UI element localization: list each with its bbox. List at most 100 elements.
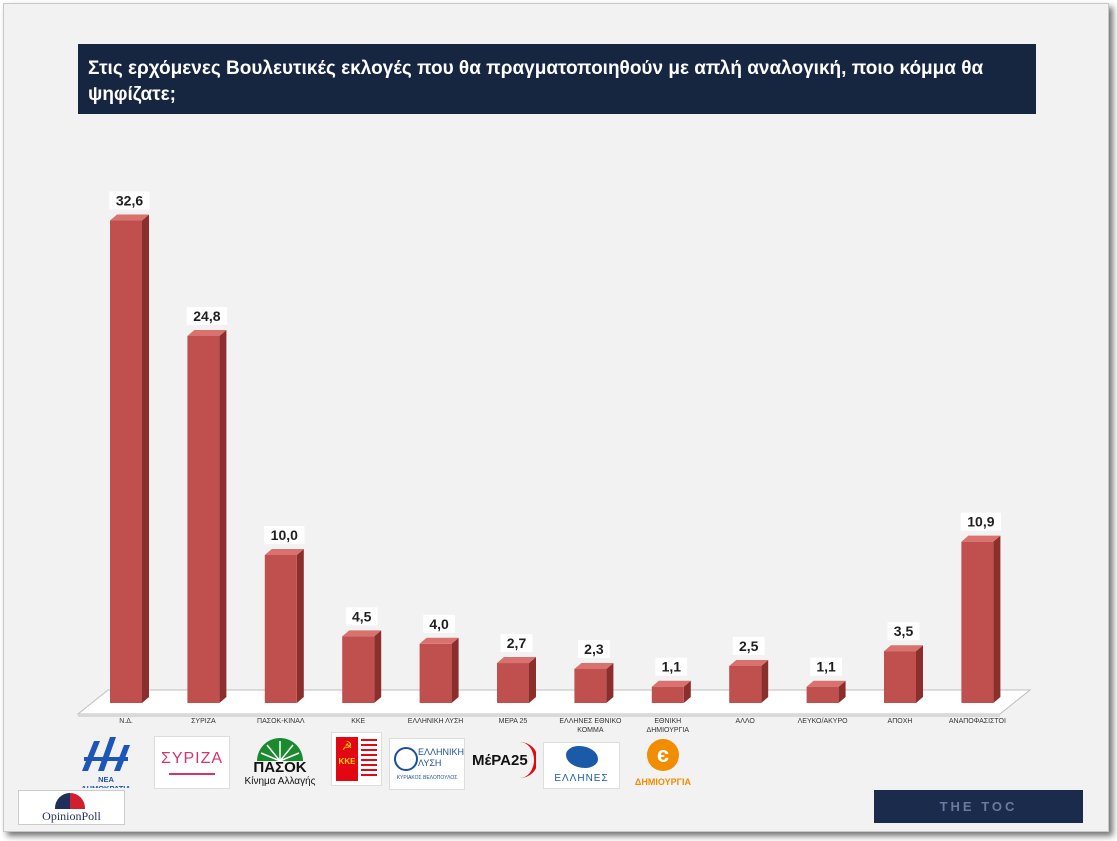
bar-front <box>110 220 142 703</box>
value-label-text: 2,5 <box>739 638 759 654</box>
category-label-line: ΛΕΥΚΟ/ΑΚΥΡΟ <box>798 718 849 725</box>
value-label-text: 1,1 <box>816 659 836 675</box>
bar <box>342 630 382 703</box>
bar-front <box>342 636 375 703</box>
value-label: 3,5 <box>887 622 920 641</box>
category-label-line: ΕΘΝΙΚΗ <box>654 718 681 725</box>
kke-logo-icon: ☭ ΚΚΕ <box>331 732 382 786</box>
ellines-logo-mark <box>566 746 598 768</box>
category-label: Ν.Δ. <box>119 718 133 725</box>
elliniki-lysi-logo-subtext: ΚΥΡΙΑΚΟΣ ΒΕΛΟΠΟΥΛΟΣ <box>396 775 458 781</box>
bar-top <box>419 637 459 644</box>
ethniki-dimiourgia-logo-icon: є ΔΗΜΙΟΥΡΓΙΑ <box>627 737 699 792</box>
ethniki-dimiourgia-logo-text: ΔΗΜΙΟΥΡΓΙΑ <box>634 777 692 787</box>
value-label-text: 10,0 <box>271 527 298 543</box>
bar-top <box>110 214 149 221</box>
elliniki-lysi-logo-text: ΕΛΛΗΝΙΚΗ ΛΥΣΗ <box>418 747 465 768</box>
value-label-box <box>109 191 150 210</box>
value-label-text: 4,0 <box>429 616 449 632</box>
category-label-line: ΑΝΑΠΟΦΑΣΙΣΤΟΙ <box>949 718 1006 725</box>
category-label: ΑΠΟΧΗ <box>888 718 913 725</box>
bar-top <box>884 645 923 652</box>
value-label-box <box>810 657 842 676</box>
bar-top <box>806 680 846 687</box>
bar-side <box>142 214 149 703</box>
ellines-logo-icon: ΕΛΛΗΝΕΣ <box>543 742 620 789</box>
bar-side <box>683 680 691 703</box>
value-label-text: 32,6 <box>116 193 143 209</box>
bar-side <box>606 662 614 703</box>
bar <box>961 535 1001 703</box>
bar-front <box>419 643 452 703</box>
bar <box>574 662 614 703</box>
category-label: ΑΝΑΠΟΦΑΣΙΣΤΟΙ <box>949 718 1006 725</box>
value-label: 1,1 <box>655 657 688 676</box>
the-toc-logo-text: THE TOC <box>939 799 1018 814</box>
elliniki-lysi-logo-icon: ΕΛΛΗΝΙΚΗ ΛΥΣΗ ΚΥΡΙΑΚΟΣ ΒΕΛΟΠΟΥΛΟΣ <box>389 738 465 790</box>
value-label-box <box>655 657 688 676</box>
value-label-box <box>578 639 610 658</box>
pasok-logo-subtext: Κίνημα Αλλαγής <box>244 776 316 787</box>
bar-front <box>961 541 994 703</box>
bar <box>884 645 923 703</box>
bars-group <box>110 214 1001 703</box>
bar <box>419 637 459 703</box>
opinion-poll-logo-icon: OpinionPoll <box>18 790 125 825</box>
category-label: ΜΕΡΑ 25 <box>499 718 528 725</box>
category-label-line: ΣΥΡΙΖΑ <box>191 718 216 725</box>
value-label-box <box>186 306 228 325</box>
value-label: 4,5 <box>345 607 378 626</box>
category-label: ΣΥΡΙΖΑ <box>191 718 216 725</box>
value-label-text: 2,7 <box>507 635 527 651</box>
bar-side <box>374 630 382 703</box>
mera25-logo-swoosh <box>518 742 536 778</box>
floor-edge <box>78 714 1000 717</box>
category-label-line: ΚΚΕ <box>351 718 365 725</box>
bar <box>110 214 149 703</box>
pasok-logo-icon: ΠΑΣΟΚ Κίνημα Αλλαγής <box>237 735 323 789</box>
category-label-line: Ν.Δ. <box>119 718 133 725</box>
bar-side <box>838 680 846 703</box>
bar-top <box>187 329 227 336</box>
nd-logo-icon: ΝΕΑ ΔΗΜΟΚΡΑΤΙΑ <box>74 733 138 788</box>
value-label-box <box>264 526 305 544</box>
pasok-sun-mark <box>257 738 303 762</box>
bar <box>187 329 227 703</box>
bar-top <box>574 662 614 669</box>
bar-top <box>264 549 304 555</box>
syriza-logo-text: ΣΥΡΙΖΑ <box>160 750 224 767</box>
mera25-logo-text: ΜέΡΑ25 <box>472 752 528 769</box>
value-label: 2,3 <box>578 639 610 658</box>
bar-top <box>651 680 691 687</box>
bar-front <box>884 651 916 703</box>
bar-front <box>651 686 684 703</box>
kke-logo-side <box>361 739 377 779</box>
value-label: 2,7 <box>500 634 533 653</box>
bar <box>729 660 769 703</box>
bar-front <box>806 686 839 703</box>
bar <box>264 549 304 703</box>
kke-logo-text: ΚΚΕ <box>338 757 356 766</box>
category-label: ΠΑΣΟΚ-ΚΙΝΑΛ <box>257 718 305 725</box>
kke-logo-banner <box>336 737 358 781</box>
bar-top <box>961 535 1001 542</box>
value-label-box <box>732 637 765 655</box>
category-label: ΕΘΝΙΚΗ ΔΗΜΙΟΥΡΓΙΑ <box>647 718 690 734</box>
value-label-box <box>887 622 920 641</box>
bar-side <box>451 637 459 703</box>
ethniki-dimiourgia-emblem: є <box>647 739 679 771</box>
bar-front <box>264 555 297 703</box>
bar-side <box>219 329 227 703</box>
title-banner: Στις ερχόμενες Βουλευτικές εκλογές που θ… <box>78 44 1036 114</box>
value-label-box <box>500 634 533 653</box>
value-label-text: 4,5 <box>352 608 372 624</box>
value-label-text: 2,3 <box>584 641 604 657</box>
bar <box>651 680 691 703</box>
syriza-logo-underline <box>169 773 215 775</box>
value-label: 32,6 <box>109 191 150 210</box>
category-label-line: ΑΠΟΧΗ <box>888 718 913 725</box>
bar-front <box>187 335 220 703</box>
bar-top <box>729 660 769 666</box>
bar-front <box>729 666 762 703</box>
